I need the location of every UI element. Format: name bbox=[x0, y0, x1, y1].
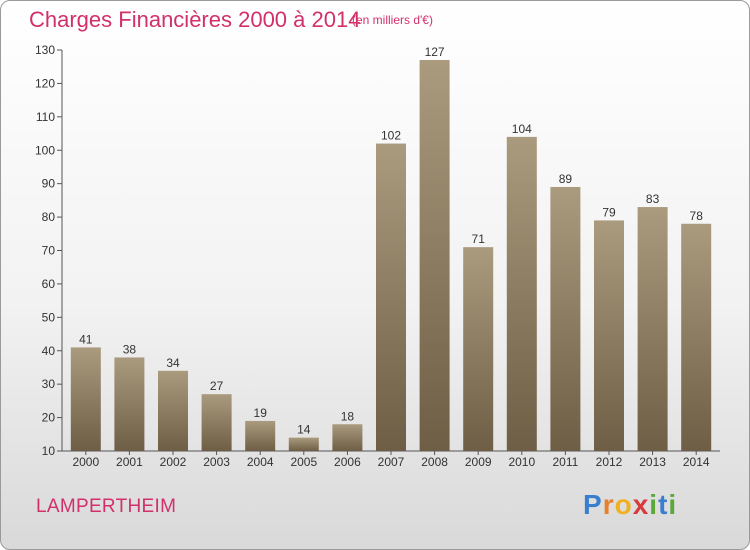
logo-letter: o bbox=[614, 489, 633, 520]
x-tick-label: 2010 bbox=[508, 455, 535, 469]
x-tick-label: 2007 bbox=[378, 455, 405, 469]
y-tick-label: 20 bbox=[42, 411, 56, 425]
logo-letter: i bbox=[649, 489, 659, 520]
data-label: 38 bbox=[123, 342, 137, 356]
x-tick-label: 2002 bbox=[160, 455, 187, 469]
x-tick-label: 2011 bbox=[552, 455, 578, 469]
bar bbox=[550, 187, 581, 451]
bar bbox=[332, 424, 363, 451]
x-tick-label: 2008 bbox=[421, 455, 448, 469]
x-tick-label: 2006 bbox=[334, 455, 361, 469]
y-tick-label: 30 bbox=[42, 377, 56, 391]
data-label: 78 bbox=[690, 209, 704, 223]
y-tick-label: 80 bbox=[42, 210, 56, 224]
data-label: 102 bbox=[381, 129, 401, 143]
y-tick-label: 70 bbox=[42, 244, 56, 258]
y-tick-label: 120 bbox=[35, 76, 55, 90]
x-tick-label: 2012 bbox=[596, 455, 623, 469]
logo-letter: P bbox=[583, 489, 603, 520]
chart-title: Charges Financières 2000 à 2014 bbox=[29, 7, 361, 32]
data-label: 71 bbox=[472, 232, 486, 246]
y-tick-label: 50 bbox=[42, 310, 56, 324]
x-tick-label: 2003 bbox=[203, 455, 230, 469]
bars bbox=[70, 60, 712, 452]
bar bbox=[288, 437, 319, 451]
data-label: 41 bbox=[79, 332, 93, 346]
bar bbox=[506, 136, 537, 451]
logo-letter: t bbox=[658, 489, 669, 520]
bar bbox=[594, 220, 624, 451]
x-tick-label: 2013 bbox=[639, 455, 666, 469]
data-label: 34 bbox=[166, 356, 180, 370]
y-tick-label: 60 bbox=[42, 277, 56, 291]
commune-name: LAMPERTHEIM bbox=[36, 496, 177, 517]
proxiti-logo: Proxiti bbox=[583, 489, 677, 521]
x-tick-label: 2004 bbox=[247, 455, 274, 469]
data-label: 79 bbox=[602, 205, 616, 219]
data-label: 83 bbox=[646, 192, 660, 206]
chart-subtitle: (en milliers d'€) bbox=[352, 13, 433, 27]
bar bbox=[114, 357, 145, 451]
data-labels: 41 38 34 27 19 14 18 102 127 71 104 89 79 83 78 bbox=[79, 45, 703, 437]
x-tick-label: 2009 bbox=[465, 455, 492, 469]
y-tick-label: 130 bbox=[35, 43, 55, 57]
y-tick-label: 10 bbox=[42, 444, 56, 458]
y-tick-label: 90 bbox=[42, 177, 56, 191]
bar bbox=[201, 394, 232, 451]
bar bbox=[463, 247, 494, 451]
bar bbox=[158, 370, 188, 451]
x-tick-label: 2014 bbox=[683, 455, 710, 469]
bar bbox=[419, 60, 450, 452]
y-tick-label: 110 bbox=[36, 110, 55, 124]
data-label: 127 bbox=[425, 45, 445, 59]
bar bbox=[376, 143, 406, 452]
x-tick-label: 2001 bbox=[116, 455, 143, 469]
data-label: 89 bbox=[559, 172, 573, 186]
logo-letter: r bbox=[602, 489, 615, 520]
data-label: 19 bbox=[254, 406, 268, 420]
bar bbox=[681, 223, 712, 451]
y-tick-label: 100 bbox=[35, 143, 55, 157]
logo-letter: x bbox=[632, 489, 650, 520]
bar bbox=[70, 347, 101, 451]
y-tick-label: 40 bbox=[42, 344, 56, 358]
data-label: 27 bbox=[210, 379, 224, 393]
x-tick-label: 2005 bbox=[290, 455, 317, 469]
axes: 10 20 30 40 50 60 70 80 90 100 110 120 130 2000 2001 20… bbox=[35, 43, 720, 469]
data-label: 14 bbox=[297, 423, 311, 437]
bar bbox=[637, 207, 668, 451]
bar bbox=[245, 420, 276, 451]
logo-letter: i bbox=[668, 489, 678, 520]
x-tick-label: 2000 bbox=[72, 455, 99, 469]
data-label: 18 bbox=[341, 409, 355, 423]
data-label: 104 bbox=[512, 122, 532, 136]
